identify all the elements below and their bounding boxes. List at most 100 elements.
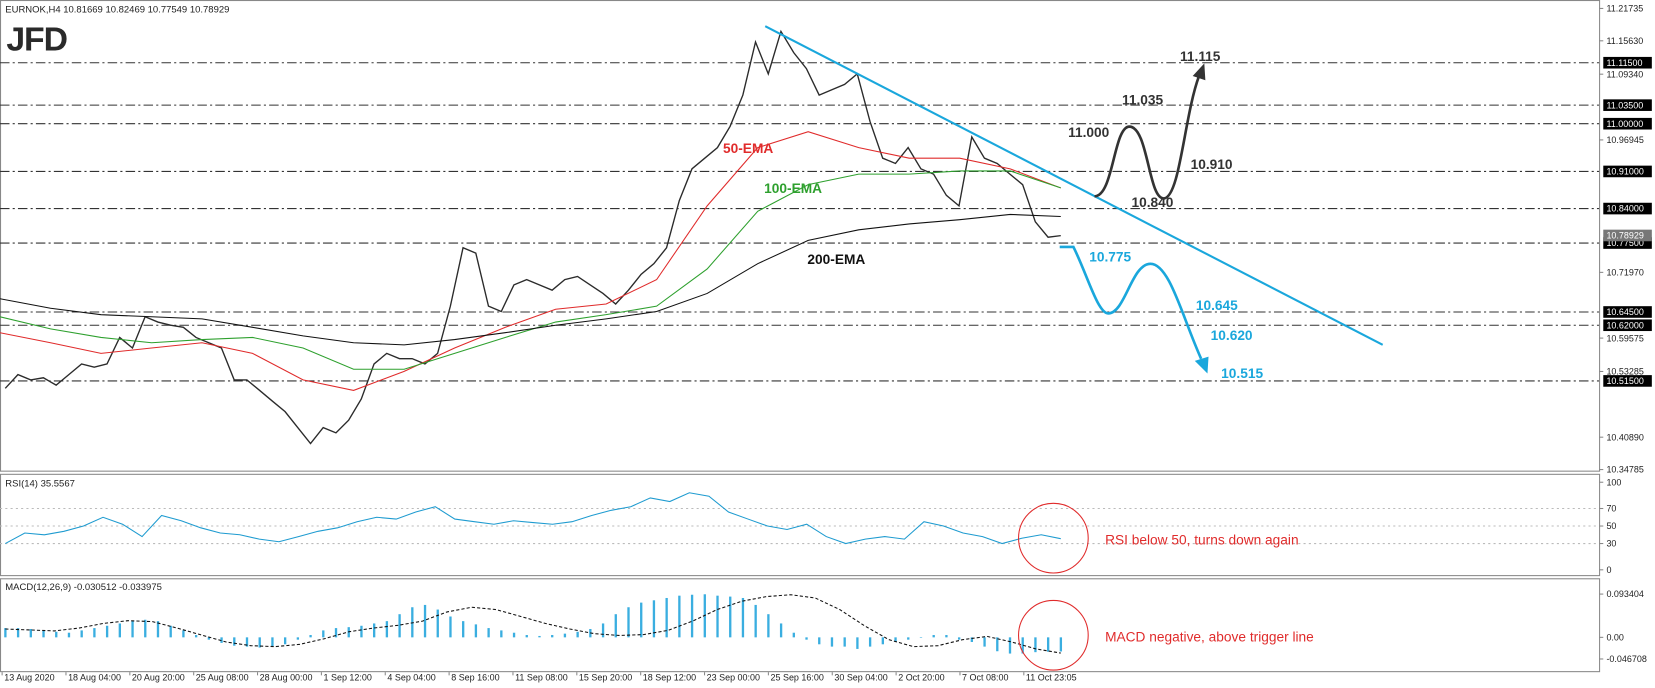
macd-bar: [957, 637, 961, 640]
scenario-label: 10.515: [1221, 366, 1263, 381]
level-label: 10.84000: [1606, 204, 1643, 214]
ema-label: 100-EMA: [764, 181, 822, 196]
rsi-line: [5, 492, 1061, 545]
macd-bar: [652, 600, 656, 638]
arrow-head: [1192, 63, 1206, 81]
symbol-header: EURNOK,H4 10.81669 10.82469 10.77549 10.…: [5, 5, 229, 16]
macd-bar: [258, 637, 261, 648]
x-tick-label: 4 Sep 04:00: [387, 673, 435, 683]
macd-bar: [843, 637, 846, 647]
macd-bar: [868, 637, 872, 647]
level-box: [1603, 306, 1652, 318]
macd-bar: [741, 597, 745, 638]
y-tick-label: 10.40890: [1606, 432, 1643, 442]
macd-bar: [1008, 637, 1012, 654]
macd-bar: [1046, 637, 1050, 652]
scenario-arrow-up: [1094, 75, 1201, 200]
level-box: [1603, 319, 1652, 332]
rsi-title: RSI(14) 35.5567: [5, 478, 75, 489]
macd-bar: [93, 628, 96, 638]
level-label: 11.00000: [1606, 119, 1643, 129]
x-tick-label: 1 Sep 12:00: [324, 673, 372, 683]
ema-label: 200-EMA: [807, 252, 865, 267]
macd-bar: [487, 628, 490, 638]
y-tick-label: 100: [1606, 477, 1621, 487]
signal-line: [5, 594, 1061, 654]
annotation: RSI below 50, turns down again: [1105, 532, 1299, 547]
x-tick-label: 23 Sep 00:00: [707, 673, 760, 683]
macd-bar: [907, 637, 910, 640]
macd-bar: [373, 623, 376, 638]
y-tick-label: 11.15630: [1606, 36, 1643, 46]
x-tick-label: 20 Aug 20:00: [132, 673, 185, 683]
macd-bar: [220, 637, 223, 643]
macd-bar: [398, 614, 401, 638]
macd-bar: [194, 635, 198, 638]
level-label: 10.51500: [1606, 376, 1643, 386]
macd-bar: [792, 632, 795, 638]
macd-bar: [830, 637, 834, 647]
macd-bar: [283, 637, 287, 645]
macd-bar: [271, 637, 274, 647]
price-line: [4, 29, 1061, 445]
ema-label: 50-EMA: [723, 141, 773, 156]
macd-bar: [1021, 637, 1024, 654]
macd-bar: [131, 621, 134, 638]
macd-bar: [207, 637, 211, 640]
x-tick-label: 18 Sep 12:00: [643, 673, 696, 683]
macd-bar: [512, 632, 516, 638]
y-tick-label: 50: [1606, 521, 1616, 531]
annotation: MACD negative, above trigger line: [1105, 630, 1314, 645]
scenario-label: 10.910: [1191, 157, 1233, 172]
ema-line: [0, 213, 1061, 346]
x-tick-label: 25 Sep 16:00: [771, 673, 824, 683]
y-tick-label: -0.046708: [1606, 654, 1646, 664]
macd-bar: [423, 604, 427, 638]
x-tick-label: 11 Sep 08:00: [515, 673, 568, 683]
macd-bar: [805, 637, 808, 640]
macd-bar: [640, 602, 643, 638]
macd-bar: [449, 616, 452, 638]
macd-bar: [576, 631, 579, 638]
y-tick-label: 11.09340: [1606, 69, 1643, 79]
macd-bar: [538, 635, 541, 638]
macd-bar: [932, 635, 935, 638]
level-box: [1603, 165, 1652, 178]
macd-bar: [665, 597, 668, 638]
macd-bar: [322, 630, 325, 638]
scenario-label: 10.620: [1211, 328, 1253, 343]
macd-bar: [67, 632, 71, 638]
level-box: [1603, 99, 1652, 111]
macd-bar: [16, 628, 20, 638]
macd-bar: [105, 625, 109, 638]
y-tick-label: 0.093404: [1606, 589, 1643, 599]
macd-bar: [563, 633, 567, 638]
y-tick-label: 11.21735: [1606, 4, 1643, 14]
y-tick-label: 10.53285: [1606, 367, 1643, 377]
macd-bar: [169, 625, 172, 638]
y-tick-label: 10.34785: [1606, 465, 1643, 475]
scenario-label: 11.000: [1068, 125, 1110, 140]
macd-title: MACD(12,26,9) -0.030512 -0.033975: [5, 582, 162, 593]
current-price-label: 10.78929: [1606, 231, 1643, 241]
y-tick-label: 70: [1606, 504, 1616, 514]
macd-bar: [779, 623, 783, 638]
current-price-box: [1603, 229, 1652, 242]
macd-bar: [334, 628, 338, 638]
macd-bar: [182, 630, 185, 638]
x-tick-label: 8 Sep 16:00: [451, 673, 499, 683]
main-panel: [0, 0, 1601, 472]
macd-bar: [601, 623, 605, 638]
macd-bar: [55, 631, 58, 638]
macd-bar: [996, 637, 999, 652]
highlight-circle: [1018, 502, 1089, 574]
macd-bar: [627, 607, 630, 638]
level-label: 11.11500: [1606, 58, 1642, 68]
macd-bar: [42, 630, 45, 638]
macd-bar: [754, 604, 757, 638]
scenario-label: 11.035: [1122, 92, 1164, 107]
scenario-label: 10.840: [1131, 195, 1173, 210]
macd-bar: [818, 637, 821, 645]
trendline: [764, 25, 1384, 346]
